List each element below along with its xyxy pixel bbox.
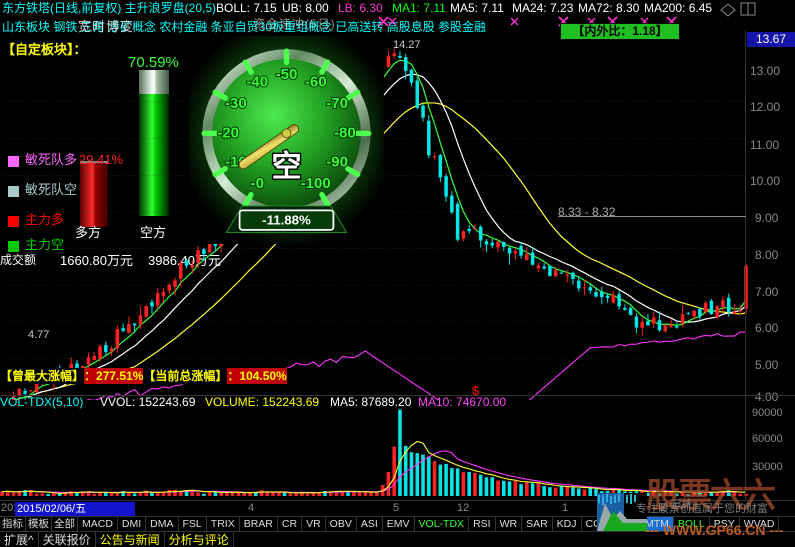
svg-text:-30: -30 <box>225 95 247 112</box>
svg-text:-60: -60 <box>305 74 327 91</box>
svg-text:-50: -50 <box>276 66 298 83</box>
svg-text:空: 空 <box>271 151 301 184</box>
svg-text:-80: -80 <box>334 124 356 141</box>
svg-text:-90: -90 <box>326 154 348 171</box>
svg-text:-20: -20 <box>217 124 239 141</box>
svg-text:-11.88%: -11.88% <box>262 212 311 227</box>
svg-text:-100: -100 <box>301 175 331 192</box>
svg-text:-40: -40 <box>246 74 268 91</box>
svg-text:-0: -0 <box>251 175 264 192</box>
svg-text:-70: -70 <box>326 95 348 112</box>
